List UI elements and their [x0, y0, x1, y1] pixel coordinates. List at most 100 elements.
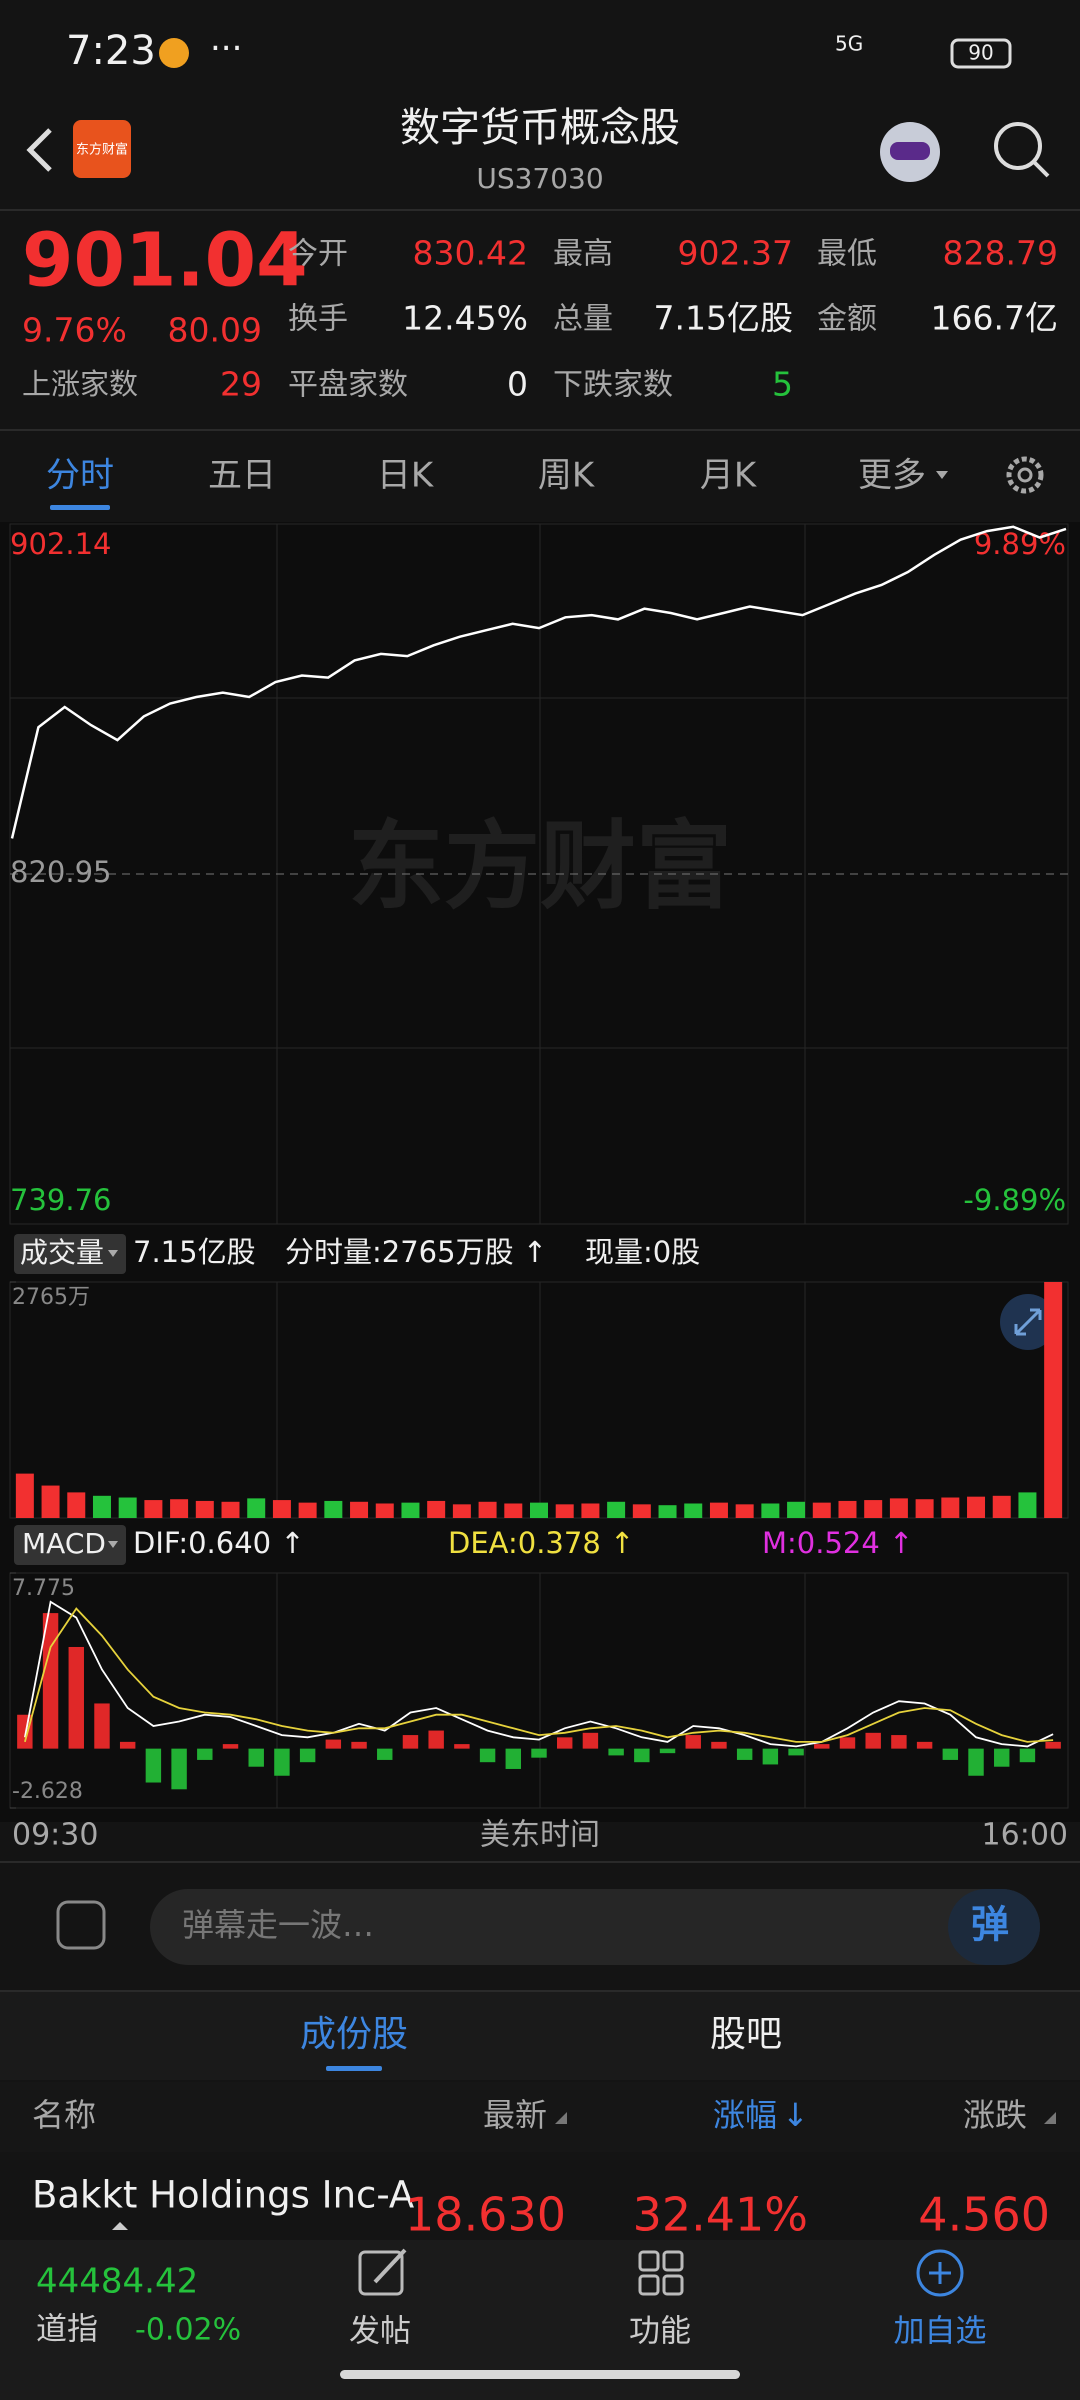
- volume-bar: [92, 1495, 111, 1518]
- time-end: 16:00: [982, 1818, 1068, 1853]
- up-label: 上涨家数: [22, 367, 138, 401]
- y-tick-label: 7.775: [12, 1576, 75, 1601]
- macd-bar: [222, 1744, 239, 1749]
- field-label: 最低: [817, 237, 877, 272]
- danmaku-toggle[interactable]: [56, 1900, 106, 1950]
- chart-tab[interactable]: 五日: [208, 456, 276, 496]
- volume-bar: [298, 1502, 317, 1518]
- comment-input[interactable]: [150, 1889, 1040, 1965]
- field-label: 金额: [817, 302, 877, 337]
- chart-tab[interactable]: 日K: [377, 456, 435, 496]
- macd-bar: [994, 1748, 1010, 1767]
- send-button[interactable]: [948, 1889, 1040, 1965]
- status-time: 7:23: [66, 28, 156, 74]
- comment-placeholder: 弹幕走一波…: [182, 1906, 374, 1944]
- dif-label: DIF:0.640 ↑: [133, 1526, 305, 1560]
- sub-tab[interactable]: 股吧: [710, 2014, 782, 2055]
- macd-bar: [582, 1732, 599, 1749]
- logo[interactable]: [73, 120, 131, 178]
- column-header[interactable]: 涨幅: [713, 2096, 777, 2134]
- more-dots: ···: [210, 29, 242, 69]
- volume-bar: [632, 1504, 651, 1518]
- volume-bar: [1018, 1492, 1037, 1518]
- macd-bar: [891, 1735, 907, 1749]
- volume-bar: [118, 1497, 137, 1518]
- add-icon-plus: [929, 2262, 951, 2284]
- nav-item[interactable]: 加自选: [894, 2314, 987, 2350]
- index-change: -0.02%: [135, 2313, 241, 2348]
- volume-bar: [401, 1502, 420, 1518]
- function-icon: [638, 2250, 684, 2296]
- settings-icon[interactable]: [1006, 456, 1044, 494]
- y-tick-label: 739.76: [10, 1183, 111, 1217]
- volume-bar: [684, 1503, 703, 1518]
- field-label: 总量: [553, 302, 613, 337]
- field-value: 166.7亿: [931, 299, 1058, 338]
- back-button[interactable]: [26, 128, 52, 172]
- volume-selector[interactable]: [14, 1234, 126, 1274]
- stock-name[interactable]: Bakkt Holdings Inc-A: [32, 2174, 414, 2217]
- macd-bar: [865, 1732, 881, 1749]
- volume-bar: [375, 1503, 394, 1518]
- volume-current: 现量:0股: [585, 1235, 700, 1269]
- expand-caret[interactable]: [112, 2222, 128, 2230]
- volume-minute: 分时量:2765万股 ↑: [285, 1235, 547, 1269]
- app-icon: [159, 38, 189, 68]
- macd-panel: [9, 1572, 1069, 1809]
- up-count: 29: [220, 365, 262, 404]
- chart-tab[interactable]: 更多: [858, 456, 926, 496]
- nav-item[interactable]: 发帖: [349, 2314, 411, 2350]
- index-value: 44484.42: [36, 2262, 198, 2302]
- macd-bar: [762, 1748, 779, 1765]
- macd-selector[interactable]: [14, 1525, 126, 1565]
- volume-bar: [504, 1503, 523, 1518]
- field-label: 今开: [288, 237, 348, 272]
- sub-tab[interactable]: 成份股: [300, 2014, 408, 2055]
- dropdown-caret: [108, 1541, 118, 1548]
- volume-bar: [915, 1499, 934, 1518]
- macd-bar: [68, 1646, 84, 1749]
- nav-item[interactable]: 功能: [629, 2314, 691, 2350]
- chart-tab[interactable]: 周K: [538, 456, 596, 496]
- field-label: 最高: [553, 237, 613, 272]
- home-indicator: [340, 2370, 740, 2379]
- time-start: 09:30: [12, 1818, 98, 1853]
- volume-bar: [170, 1499, 189, 1518]
- chart-tab[interactable]: 分时: [46, 456, 114, 496]
- volume-bar: [350, 1501, 369, 1518]
- sub-tab-bar: [0, 1992, 1080, 2080]
- volume-total: 7.15亿股: [133, 1235, 256, 1269]
- volume-bar: [478, 1501, 497, 1518]
- y-tick-label: 2765万: [12, 1285, 90, 1310]
- dropdown-caret: [108, 1250, 118, 1257]
- volume-bar: [530, 1502, 548, 1518]
- macd-bar: [299, 1748, 316, 1763]
- stock-cell: 4.560: [918, 2188, 1050, 2242]
- macd-bar: [428, 1730, 444, 1749]
- macd-bar: [479, 1748, 496, 1763]
- volume-bar: [247, 1498, 266, 1518]
- index-name: 道指: [36, 2312, 98, 2348]
- volume-bar: [658, 1505, 677, 1518]
- search-handle: [1032, 160, 1050, 178]
- stock-cell: 32.41%: [633, 2188, 808, 2242]
- y-tick-label: -2.628: [12, 1779, 83, 1804]
- volume-bar: [787, 1501, 806, 1518]
- macd-bar: [171, 1748, 187, 1790]
- volume-bar: [195, 1500, 214, 1518]
- sort-arrow: ↓: [782, 2096, 809, 2134]
- add-icon: [916, 2249, 964, 2297]
- chart-tab[interactable]: 月K: [700, 456, 758, 496]
- network-type: 5G: [835, 32, 863, 56]
- volume-bar: [992, 1495, 1011, 1518]
- change-pct: 9.76%: [22, 311, 127, 350]
- field-value: 830.42: [413, 234, 528, 273]
- macd-bar: [736, 1748, 753, 1760]
- page-code: US37030: [476, 162, 603, 195]
- y2-tick-label: -9.89%: [963, 1183, 1066, 1217]
- tab-underline: [50, 505, 110, 510]
- column-header[interactable]: 涨跌: [963, 2096, 1027, 2134]
- column-header[interactable]: 最新: [483, 2096, 547, 2134]
- volume-bar: [15, 1473, 34, 1518]
- search-icon[interactable]: [994, 122, 1042, 170]
